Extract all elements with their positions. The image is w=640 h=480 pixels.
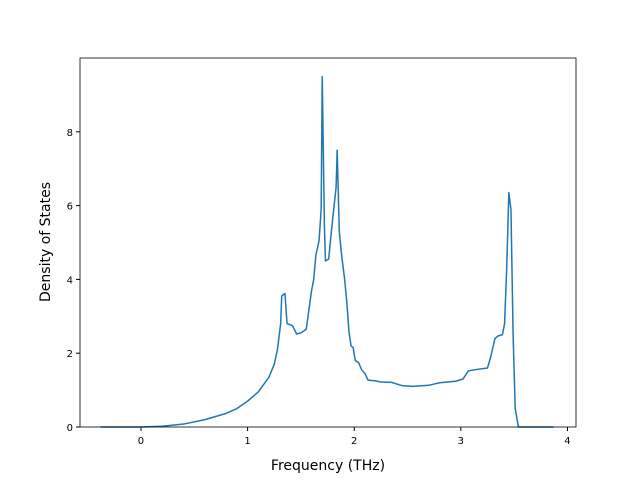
x-tick-label: 2 bbox=[351, 436, 357, 447]
plot-frame bbox=[79, 57, 577, 428]
line-series bbox=[100, 75, 554, 428]
y-axis-label: Density of States bbox=[38, 182, 54, 302]
y-tick-label: 8 bbox=[67, 128, 73, 139]
y-tick-label: 0 bbox=[67, 423, 73, 434]
x-tick-label: 4 bbox=[564, 436, 570, 447]
x-tick-label: 1 bbox=[244, 436, 250, 447]
x-tick-label: 0 bbox=[138, 436, 144, 447]
y-tick-label: 6 bbox=[67, 202, 73, 213]
y-tick-label: 4 bbox=[67, 275, 73, 286]
y-tick-label: 2 bbox=[67, 349, 73, 360]
x-axis-label: Frequency (THz) bbox=[271, 458, 385, 474]
x-tick-label: 3 bbox=[458, 436, 464, 447]
